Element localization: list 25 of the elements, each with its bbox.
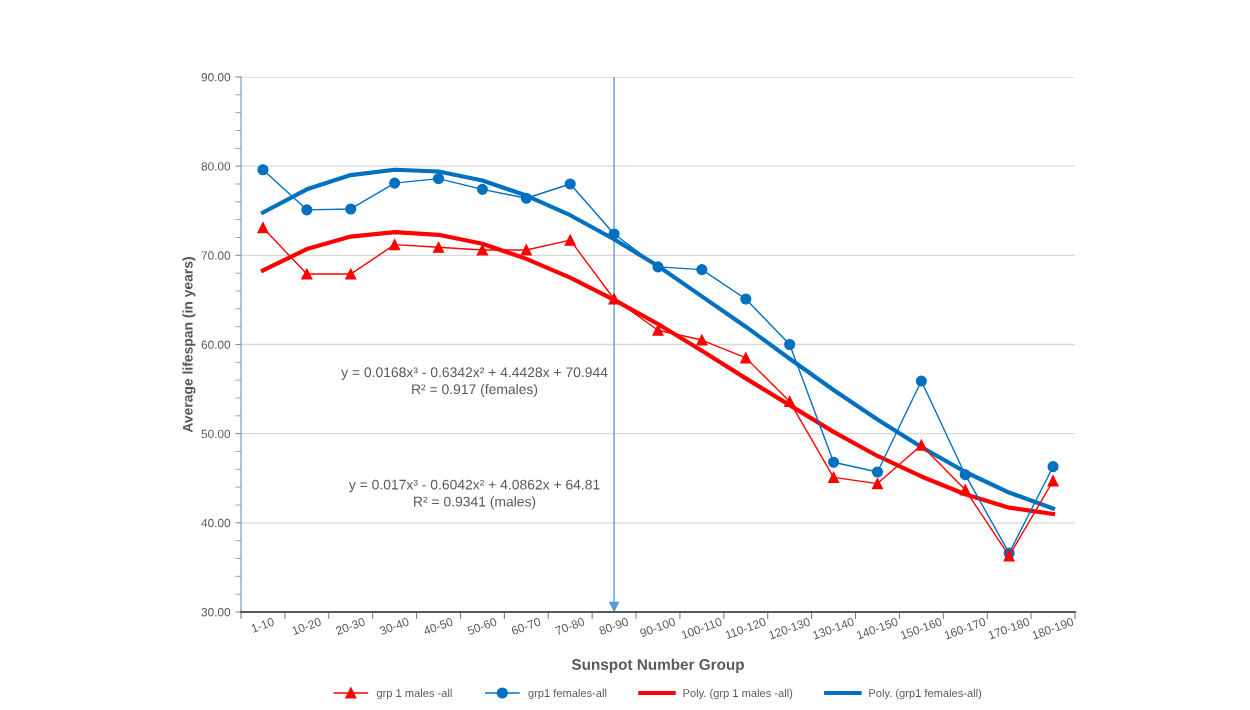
legend-label: Poly. (grp 1 males -all) <box>683 688 793 700</box>
x-tick-label: 70-80 <box>554 617 586 636</box>
y-tick-label: 60.00 <box>201 340 231 349</box>
x-axis-title: Sunspot Number Group <box>571 658 744 673</box>
y-axis-title: Average lifespan (in years) <box>182 257 196 433</box>
y-tick-label: 50.00 <box>201 429 231 439</box>
x-tick-label: 60-70 <box>510 617 542 636</box>
y-tick-label: 80.00 <box>201 162 231 171</box>
y-tick-label: 40.00 <box>201 518 231 528</box>
annotation: y = 0.017x³ - 0.6042x² + 4.0862x + 64.81 R² = 0.9341 (males) <box>348 479 600 510</box>
legend-label: grp 1 males -all <box>376 688 452 700</box>
x-tick-label: 80-90 <box>598 617 629 636</box>
legend-label: Poly. (grp1 females-all) <box>869 688 982 700</box>
x-tick-label: 40-50 <box>422 617 454 636</box>
y-tick-label: 90.00 <box>201 73 231 82</box>
y-tick-label: 30.00 <box>201 608 231 617</box>
x-tick-label: 90-100 <box>639 617 676 638</box>
annotation: y = 0.0168x³ - 0.6342x² + 4.4428x + 70.944 R² = 0.917 (females) <box>341 367 608 397</box>
x-tick-label: 1-10 <box>250 617 275 633</box>
x-tick-label: 20-30 <box>335 617 366 636</box>
legend-label: grp1 females-all <box>528 688 607 700</box>
x-tick-label: 30-40 <box>379 617 410 636</box>
x-tick-label: 10-20 <box>291 617 322 636</box>
y-tick-label: 70.00 <box>201 251 231 260</box>
x-tick-label: 50-60 <box>466 617 498 636</box>
